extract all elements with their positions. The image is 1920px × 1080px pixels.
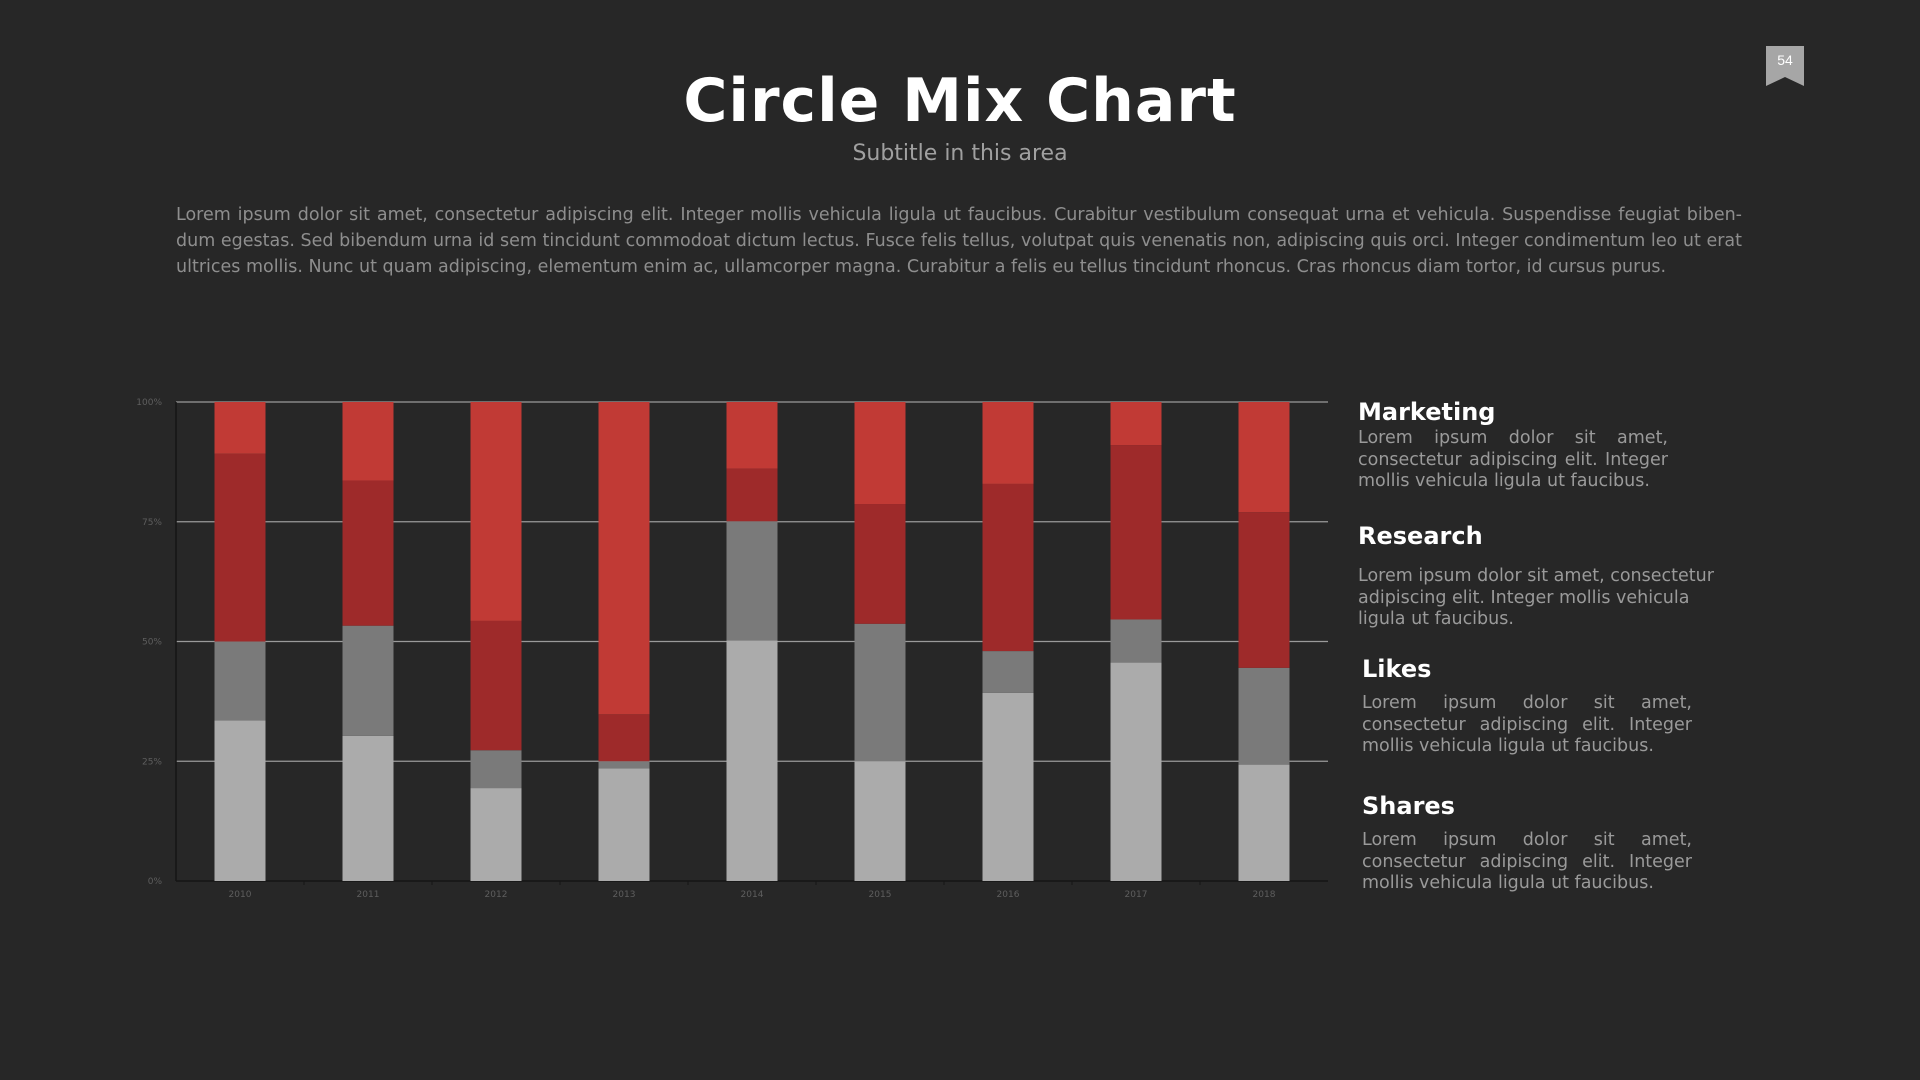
bar-segment	[1110, 662, 1162, 881]
bar-segment	[342, 625, 394, 736]
page-number-badge: 54	[1766, 46, 1804, 86]
bar-segment	[726, 640, 778, 881]
y-tick-label: 75%	[142, 518, 162, 528]
bar-segment	[726, 402, 778, 469]
bar-segment	[470, 750, 522, 789]
intro-paragraph: Lorem ipsum dolor sit amet, consectetur …	[176, 205, 1742, 277]
bar-segment	[214, 720, 266, 881]
page-title: Circle Mix Chart	[683, 66, 1237, 136]
bar-segment	[1110, 402, 1162, 446]
bar-segment	[854, 623, 906, 762]
bar-segment	[982, 692, 1034, 881]
bar-segment	[854, 504, 906, 624]
bar-segment	[470, 620, 522, 751]
section-title-research: Research	[1358, 522, 1483, 550]
bar-segment	[854, 402, 906, 505]
bar-segment	[470, 402, 522, 621]
bar-segment	[1238, 764, 1290, 881]
bar-segment	[982, 402, 1034, 484]
y-tick-label: 25%	[142, 757, 162, 767]
page-subtitle: Subtitle in this area	[852, 141, 1068, 166]
x-tick-label: 2014	[741, 890, 764, 900]
x-tick-label: 2012	[485, 890, 508, 900]
bar-segment	[854, 761, 906, 881]
x-tick-label: 2016	[997, 890, 1020, 900]
section-title-shares: Shares	[1362, 792, 1455, 820]
section-text-marketing: Lorem ipsum dolor sit amet, consectetur …	[1358, 428, 1668, 491]
section-title-marketing: Marketing	[1358, 398, 1496, 426]
x-tick-label: 2017	[1125, 890, 1148, 900]
section-text-research: Lorem ipsum dolor sit amet, consectetur …	[1358, 566, 1714, 629]
bar-segment	[1110, 445, 1162, 620]
bar-segment	[598, 714, 650, 762]
bar-segment	[214, 453, 266, 642]
bar-segment	[214, 641, 266, 721]
bar-segment	[726, 468, 778, 522]
bar-segment	[598, 402, 650, 715]
section-title-likes: Likes	[1362, 655, 1432, 683]
x-tick-label: 2015	[869, 890, 892, 900]
x-tick-label: 2010	[229, 890, 252, 900]
x-tick-label: 2011	[357, 890, 380, 900]
bar-segment	[470, 788, 522, 881]
section-marketing: Marketing Lorem ipsum dolor sit amet, co…	[1358, 398, 1668, 493]
bar-segment	[982, 483, 1034, 652]
section-likes: Likes Lorem ipsum dolor sit amet, consec…	[1362, 655, 1692, 758]
bar-segment	[1238, 512, 1290, 668]
section-text-shares: Lorem ipsum dolor sit amet, consectetur …	[1362, 830, 1692, 893]
x-tick-label: 2013	[613, 890, 636, 900]
y-tick-label: 100%	[136, 398, 162, 408]
section-text-likes: Lorem ipsum dolor sit amet, consectetur …	[1362, 693, 1692, 756]
bar-segment	[214, 402, 266, 454]
bar-segment	[342, 735, 394, 881]
section-research: Research Lorem ipsum dolor sit amet, con…	[1358, 522, 1728, 631]
bar-segment	[598, 768, 650, 881]
bar-segment	[982, 651, 1034, 693]
bar-segment	[342, 480, 394, 626]
y-tick-label: 0%	[148, 877, 163, 887]
bar-segment	[726, 521, 778, 641]
y-tick-label: 50%	[142, 638, 162, 648]
bar-segment	[1238, 402, 1290, 513]
x-tick-label: 2018	[1253, 890, 1276, 900]
bar-segment	[1110, 619, 1162, 663]
page-number: 54	[1777, 52, 1793, 68]
bookmark-icon	[1766, 46, 1804, 86]
bar-segment	[598, 761, 650, 769]
section-shares: Shares Lorem ipsum dolor sit amet, conse…	[1362, 792, 1692, 895]
bar-segment	[1238, 667, 1290, 765]
bar-segment	[342, 402, 394, 481]
